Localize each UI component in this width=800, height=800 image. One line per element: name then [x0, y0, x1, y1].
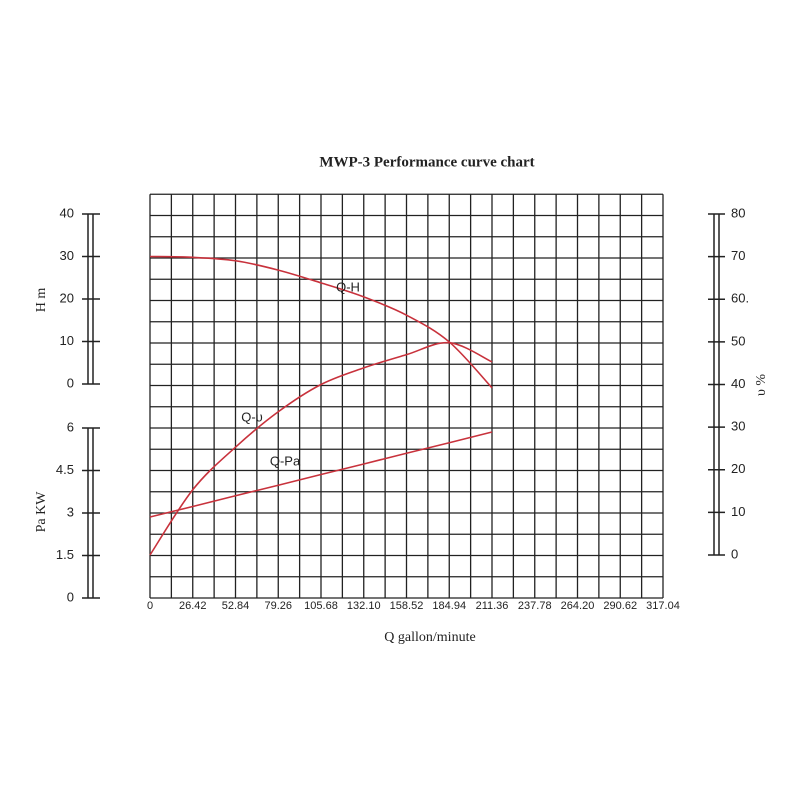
x-tick-label: 237.78 — [518, 600, 552, 612]
x-tick-label: 79.26 — [264, 600, 292, 612]
chart-title: MWP-3 Performance curve chart — [319, 154, 534, 170]
y-axis-title: H m — [34, 288, 49, 313]
x-tick-label: 52.84 — [222, 600, 250, 612]
y-tick-label: 20 — [731, 461, 745, 476]
y-tick-label: 4.5 — [56, 462, 74, 477]
x-tick-label: 26.42 — [179, 600, 207, 612]
y-tick-label: 20 — [60, 290, 74, 305]
curve-label: Q-H — [336, 279, 360, 294]
x-tick-label: 184.94 — [432, 600, 466, 612]
x-tick-label: 264.20 — [561, 600, 595, 612]
curve-label: Q-υ — [241, 409, 263, 424]
x-tick-label: 211.36 — [476, 600, 509, 612]
y-tick-label: 40 — [731, 376, 745, 391]
y3-axis-title: Pa KW — [34, 491, 49, 533]
y-tick-label: 6 — [67, 419, 74, 434]
y-tick-label: 3 — [67, 504, 74, 519]
y-tick-label: 50 — [731, 333, 745, 348]
x-tick-label: 0 — [147, 600, 153, 612]
x-tick-label: 132.10 — [347, 600, 381, 612]
x-tick-label: 317.04 — [646, 600, 680, 612]
x-tick-label: 158.52 — [390, 600, 424, 612]
y-tick-label: 40 — [60, 205, 74, 220]
y-tick-label: 10 — [60, 333, 74, 348]
x-tick-label: 105.68 — [304, 600, 338, 612]
curve — [149, 255, 493, 389]
y-tick-label: 1.5 — [56, 547, 74, 562]
x-axis-title: Q gallon/minute — [384, 630, 475, 645]
y-tick-label: 0 — [731, 546, 738, 561]
y-tick-label: 70 — [731, 248, 745, 263]
y2-axis-title: υ % — [754, 374, 769, 396]
curve — [149, 431, 493, 518]
curve — [149, 341, 493, 556]
y-tick-label: 10 — [731, 504, 745, 519]
x-tick-label: 290.62 — [603, 600, 637, 612]
y-tick-label: 0 — [67, 589, 74, 604]
y-tick-label: 30 — [731, 419, 745, 434]
y-tick-label: 0 — [67, 375, 74, 390]
curve-label: Q-Pa — [270, 453, 301, 468]
y-tick-label: 30 — [60, 248, 74, 263]
y-tick-label: 60. — [731, 291, 749, 306]
y-tick-label: 80 — [731, 205, 745, 220]
